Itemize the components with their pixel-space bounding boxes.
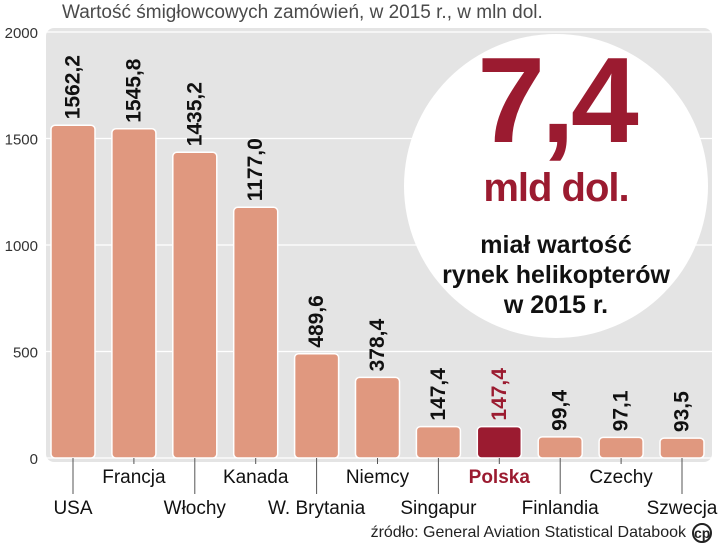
x-axis-labels: USA Francja Włochy Kanada W. Brytania Niemcy S… — [53, 458, 718, 519]
bar — [659, 437, 705, 459]
bar-value-label: 99,4 — [549, 390, 572, 431]
y-tick-label: 1500 — [5, 132, 38, 149]
category-label: Czechy — [589, 467, 653, 488]
category-label: Finlandia — [522, 498, 600, 519]
bar — [354, 376, 401, 459]
chart-title: Wartość śmigłowcowych zamówień, w 2015 r… — [62, 2, 543, 23]
category-label: USA — [53, 498, 92, 519]
y-tick-label: 0 — [30, 451, 38, 468]
source-text: źródło: General Aviation Statistical Dat… — [370, 524, 686, 542]
pap-logo-icon: cp — [692, 523, 712, 543]
category-label: Polska — [469, 467, 531, 488]
category-label: Singapur — [400, 498, 477, 519]
category-label: Niemcy — [346, 467, 410, 488]
category-label: Włochy — [164, 498, 227, 519]
y-tick-label: 1000 — [5, 238, 38, 255]
callout-unit: mld dol. — [483, 166, 629, 210]
y-axis: 0 500 1000 1500 2000 — [5, 25, 38, 468]
source-note: źródło: General Aviation Statistical Dat… — [371, 523, 712, 543]
summary-callout: 7,4 mld dol. miał wartość rynek helikopt… — [404, 34, 708, 338]
bar-value-label: 93,5 — [671, 391, 694, 432]
bar-value-label: 147,4 — [488, 368, 511, 421]
bar — [598, 436, 644, 459]
bar — [537, 436, 583, 459]
bar-value-label: 1177,0 — [244, 138, 267, 201]
bar-value-label: 97,1 — [610, 390, 633, 431]
category-label: Kanada — [223, 467, 289, 488]
bar — [50, 124, 96, 459]
bar-value-label: 147,4 — [427, 368, 450, 421]
callout-line: w 2015 r. — [503, 291, 609, 319]
bar — [293, 352, 340, 459]
category-label: Szwecja — [647, 498, 718, 519]
bar — [172, 151, 218, 459]
y-tick-label: 2000 — [5, 25, 38, 42]
bar — [232, 206, 279, 459]
bar — [111, 127, 157, 459]
callout-line: miał wartość — [480, 231, 632, 259]
bar — [415, 425, 462, 459]
bar-value-label: 489,6 — [305, 295, 328, 348]
category-label: Francja — [102, 467, 166, 488]
bar — [476, 425, 523, 459]
y-tick-label: 500 — [13, 345, 38, 362]
category-label: W. Brytania — [268, 498, 366, 519]
bar-value-label: 1545,8 — [122, 58, 145, 123]
callout-value: 7,4 — [477, 32, 639, 168]
bar-value-label: 1562,2 — [62, 55, 85, 119]
bar-value-label: 378,4 — [366, 319, 389, 372]
bar-value-label: 1435,2 — [183, 82, 206, 146]
callout-line: rynek helikopterów — [442, 261, 670, 289]
callout-description: miał wartość rynek helikopterów w 2015 r… — [404, 230, 708, 320]
